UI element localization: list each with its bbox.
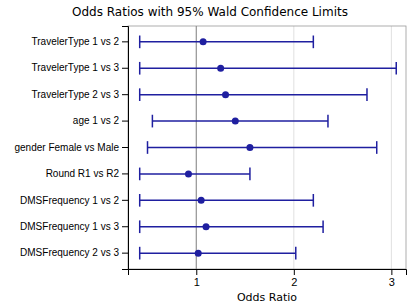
y-tick-mark	[122, 173, 128, 174]
ci-line	[152, 120, 328, 122]
ci-cap-upper	[376, 141, 378, 154]
y-tick-mark	[122, 68, 128, 69]
ci-cap-upper	[313, 194, 315, 207]
x-axis: 1 2 3	[129, 269, 407, 288]
ci-cap-lower	[139, 247, 141, 260]
y-tick-label: DMSFrequency 1 vs 2	[20, 195, 119, 206]
y-tick: DMSFrequency 2 vs 3	[20, 247, 128, 258]
x-axis-line	[129, 270, 407, 276]
ci-line	[140, 94, 367, 96]
ci-cap-upper	[295, 247, 297, 260]
y-tick-mark	[122, 253, 128, 254]
y-tick: TravelerType 2 vs 3	[32, 89, 128, 100]
ci-cap-upper	[327, 115, 329, 128]
row	[140, 62, 397, 75]
row	[148, 141, 377, 154]
point	[246, 144, 253, 151]
y-tick-mark	[122, 94, 128, 95]
plot: 123TravelerType 1 vs 2TravelerType 1 vs …	[15, 26, 407, 288]
row	[140, 36, 314, 49]
ci-line	[148, 147, 377, 149]
y-tick-label: age 1 vs 2	[73, 115, 120, 126]
grid-line	[391, 26, 392, 269]
ci-cap-lower	[139, 194, 141, 207]
plot-frame	[128, 26, 406, 269]
y-tick: TravelerType 1 vs 2	[32, 36, 128, 47]
ci-cap-lower	[152, 115, 154, 128]
x-tick-mark	[391, 269, 392, 275]
y-tick-label: gender Female vs Male	[15, 142, 120, 153]
point	[185, 170, 192, 177]
x-tick-label: 3	[389, 276, 395, 288]
x-axis-title: Odds Ratio	[237, 291, 297, 304]
y-tick-mark	[122, 226, 128, 227]
y-tick: age 1 vs 2	[73, 115, 128, 126]
y-tick-label: TravelerType 1 vs 2	[32, 36, 120, 47]
y-tick-label: TravelerType 1 vs 3	[32, 62, 120, 73]
y-tick-label: DMSFrequency 2 vs 3	[20, 247, 119, 258]
ci-cap-upper	[395, 62, 397, 75]
x-tick-mark	[196, 269, 197, 275]
y-tick-mark	[122, 41, 128, 42]
point	[198, 197, 205, 204]
x-tick-label: 2	[291, 276, 297, 288]
y-tick-mark	[122, 200, 128, 201]
y-tick-label: Round R1 vs R2	[46, 168, 120, 179]
chart: 123TravelerType 1 vs 2TravelerType 1 vs …	[0, 0, 420, 307]
row	[152, 115, 328, 128]
point	[195, 250, 202, 257]
ci-line	[140, 252, 296, 254]
ci-cap-lower	[139, 62, 141, 75]
row	[140, 168, 250, 181]
y-tick: DMSFrequency 1 vs 2	[20, 195, 128, 206]
ci-cap-upper	[249, 168, 251, 181]
point	[217, 65, 224, 72]
ci-cap-upper	[322, 220, 324, 233]
ci-cap-upper	[313, 36, 315, 49]
point	[200, 38, 207, 45]
point	[222, 91, 229, 98]
row	[140, 88, 367, 101]
x-tick: 2	[291, 269, 297, 288]
y-tick: Round R1 vs R2	[46, 168, 128, 179]
y-axis-line	[122, 27, 129, 270]
ci-line	[140, 41, 314, 43]
ci-cap-lower	[139, 168, 141, 181]
ci-cap-lower	[147, 141, 149, 154]
x-tick: 3	[389, 269, 395, 288]
ci-line	[140, 226, 323, 228]
row	[140, 220, 323, 233]
ci-cap-lower	[139, 88, 141, 101]
point	[232, 118, 239, 125]
point	[203, 223, 210, 230]
ci-line	[140, 173, 250, 175]
title: Odds Ratios with 95% Wald Confidence Lim…	[72, 5, 348, 19]
row	[140, 194, 314, 207]
y-tick-label: TravelerType 2 vs 3	[32, 89, 120, 100]
ci-line	[140, 68, 397, 70]
ci-cap-lower	[139, 220, 141, 233]
y-tick-label: DMSFrequency 1 vs 3	[20, 221, 119, 232]
x-tick: 1	[194, 269, 200, 288]
x-tick-mark	[294, 269, 295, 275]
ci-line	[140, 200, 314, 202]
row	[140, 247, 296, 260]
y-tick-mark	[122, 121, 128, 122]
y-tick-mark	[122, 147, 128, 148]
ci-cap-lower	[139, 36, 141, 49]
y-tick: TravelerType 1 vs 3	[32, 62, 128, 73]
y-axis: TravelerType 1 vs 2 TravelerType 1 vs 3 Tr…	[15, 27, 129, 270]
y-tick: gender Female vs Male	[15, 142, 129, 153]
y-tick: DMSFrequency 1 vs 3	[20, 221, 128, 232]
marks	[140, 26, 397, 269]
x-tick-label: 1	[194, 276, 200, 288]
ci-cap-upper	[366, 88, 368, 101]
